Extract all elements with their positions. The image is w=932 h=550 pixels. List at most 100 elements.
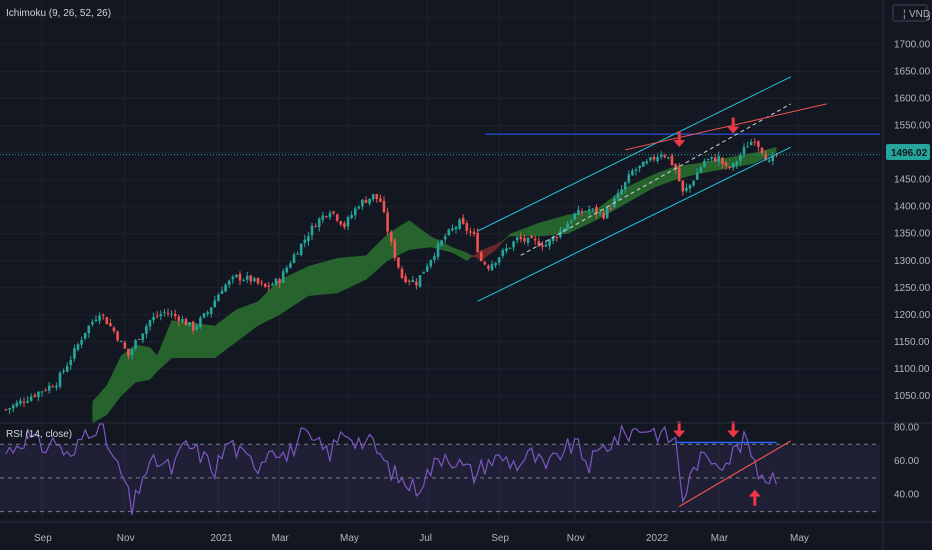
candle-body[interactable] [217, 294, 220, 302]
rsi-down-arrow-icon[interactable] [727, 421, 740, 438]
candle-body[interactable] [188, 322, 191, 326]
candle-body[interactable] [469, 231, 472, 233]
candle-body[interactable] [512, 241, 515, 248]
candle-body[interactable] [191, 321, 195, 331]
candle-body[interactable] [404, 276, 407, 283]
candle-body[interactable] [303, 239, 307, 244]
candle-body[interactable] [285, 267, 289, 273]
candle-body[interactable] [317, 218, 321, 227]
candle-body[interactable] [742, 147, 746, 155]
candle-body[interactable] [339, 221, 343, 225]
candle-body[interactable] [47, 385, 51, 391]
candle-body[interactable] [292, 254, 296, 263]
candle-body[interactable] [314, 226, 317, 228]
candle-body[interactable] [62, 370, 65, 372]
candle-body[interactable] [573, 213, 577, 220]
candle-body[interactable] [569, 220, 573, 223]
candle-body[interactable] [616, 193, 620, 199]
candle-body[interactable] [724, 162, 728, 166]
candle-body[interactable] [767, 160, 771, 162]
candle-body[interactable] [224, 284, 227, 292]
candle-body[interactable] [476, 232, 479, 253]
candle-body[interactable] [141, 333, 145, 341]
candle-body[interactable] [299, 243, 303, 256]
candle-body[interactable] [69, 359, 73, 366]
candle-body[interactable] [249, 275, 253, 282]
candle-body[interactable] [76, 344, 80, 350]
candle-body[interactable] [663, 155, 667, 158]
candle-body[interactable] [40, 391, 44, 393]
rsi-trend-line[interactable] [678, 440, 792, 508]
candle-body[interactable] [389, 231, 393, 242]
candle-body[interactable] [595, 207, 598, 214]
candle-body[interactable] [544, 244, 548, 247]
candle-body[interactable] [206, 312, 209, 315]
candle-body[interactable] [134, 340, 137, 349]
candle-body[interactable] [37, 391, 40, 398]
candle-body[interactable] [91, 321, 94, 325]
candle-body[interactable] [440, 240, 443, 246]
candle-body[interactable] [541, 245, 544, 247]
candle-body[interactable] [278, 279, 281, 284]
candle-body[interactable] [602, 212, 605, 219]
candle-body[interactable] [119, 341, 123, 343]
candle-body[interactable] [551, 236, 555, 242]
channel-midline[interactable] [520, 103, 792, 256]
candle-body[interactable] [346, 217, 350, 227]
candle-body[interactable] [393, 240, 397, 258]
candle-body[interactable] [706, 158, 710, 160]
candle-body[interactable] [152, 317, 155, 321]
candle-body[interactable] [123, 342, 127, 349]
candle-body[interactable] [634, 169, 638, 171]
candle-body[interactable] [148, 320, 152, 327]
candle-body[interactable] [137, 339, 141, 341]
candle-body[interactable] [33, 395, 37, 397]
candle-body[interactable] [771, 155, 775, 161]
candle-body[interactable] [289, 263, 292, 268]
candle-body[interactable] [382, 200, 386, 213]
ichimoku-legend-label[interactable]: Ichimoku (9, 26, 52, 26) [6, 8, 111, 19]
rsi-down-arrow-icon[interactable] [673, 421, 686, 438]
candle-body[interactable] [577, 209, 580, 215]
candle-body[interactable] [584, 211, 587, 213]
candle-body[interactable] [537, 241, 541, 247]
candle-body[interactable] [685, 187, 688, 191]
candle-body[interactable] [15, 402, 19, 407]
candle-body[interactable] [55, 385, 58, 388]
candle-body[interactable] [764, 153, 767, 161]
candle-body[interactable] [760, 147, 764, 154]
candle-body[interactable] [170, 313, 173, 315]
candle-body[interactable] [429, 259, 433, 267]
candle-body[interactable] [26, 400, 29, 403]
candle-body[interactable] [580, 211, 584, 213]
candle-body[interactable] [44, 390, 47, 392]
candle-body[interactable] [443, 236, 447, 240]
candle-body[interactable] [562, 228, 566, 232]
candle-body[interactable] [598, 212, 602, 214]
rsi-up-arrow-icon[interactable] [748, 489, 761, 506]
candle-body[interactable] [641, 161, 645, 167]
candle-body[interactable] [548, 239, 551, 246]
candle-body[interactable] [757, 141, 760, 147]
candle-body[interactable] [155, 315, 159, 317]
candle-body[interactable] [260, 282, 263, 284]
rsi-line[interactable] [5, 423, 777, 515]
candle-body[interactable] [519, 236, 523, 240]
candle-body[interactable] [332, 211, 335, 214]
candle-body[interactable] [670, 155, 674, 166]
candle-body[interactable] [731, 163, 735, 168]
candle-body[interactable] [645, 161, 649, 164]
candle-body[interactable] [454, 227, 458, 230]
candle-body[interactable] [591, 208, 595, 210]
candle-body[interactable] [483, 261, 487, 265]
candle-body[interactable] [465, 223, 469, 231]
candle-body[interactable] [656, 156, 659, 162]
candle-body[interactable] [29, 396, 33, 401]
candle-body[interactable] [407, 280, 411, 282]
candle-body[interactable] [515, 237, 519, 241]
candle-body[interactable] [717, 156, 721, 162]
candle-body[interactable] [195, 325, 199, 330]
candle-body[interactable] [213, 300, 217, 308]
candle-body[interactable] [199, 317, 202, 327]
candle-body[interactable] [425, 266, 429, 272]
